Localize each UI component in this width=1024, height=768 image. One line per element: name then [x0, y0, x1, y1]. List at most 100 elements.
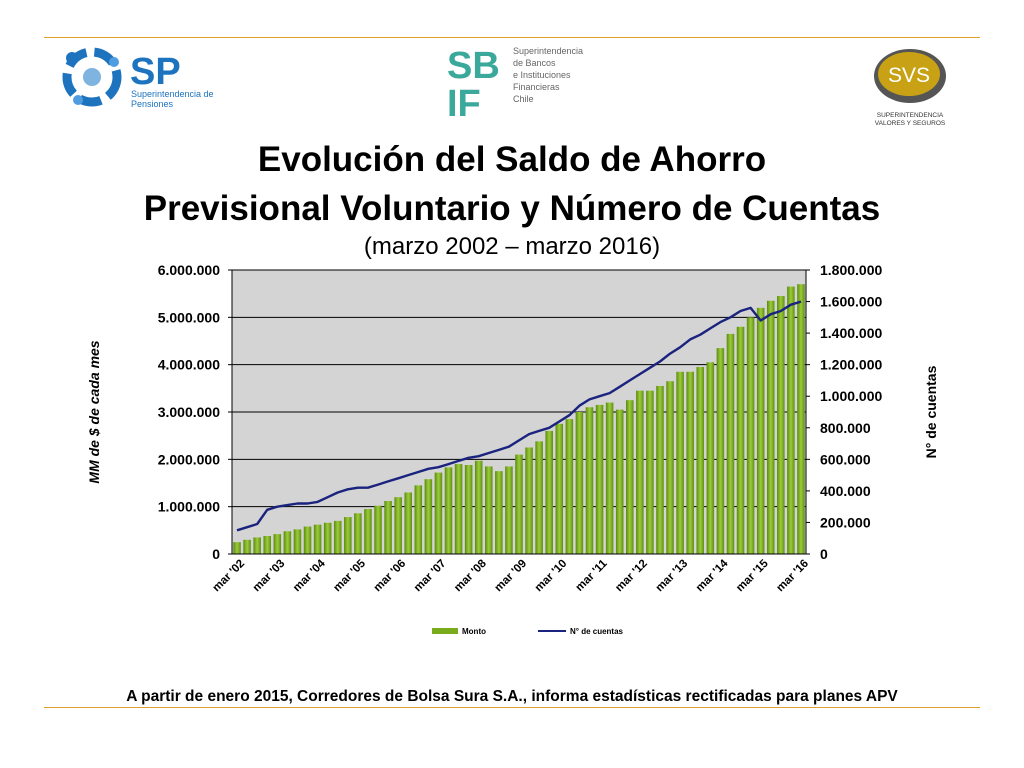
bar-monto [777, 296, 785, 554]
bar-monto [766, 300, 775, 554]
bar-monto [434, 472, 443, 554]
bar-monto [323, 522, 332, 554]
bar-monto [555, 423, 564, 554]
bar-monto [454, 464, 463, 554]
y-tick-label: 3.000.000 [158, 404, 220, 420]
bar-monto [676, 371, 684, 554]
x-tick-label: mar '10 [533, 558, 570, 595]
bar-monto [293, 529, 302, 554]
y-tick-label: 4.000.000 [158, 357, 220, 373]
bar-monto [595, 404, 604, 554]
bar-monto [394, 497, 402, 554]
y-tick-label: 6.000.000 [158, 262, 220, 278]
bar-monto [485, 466, 493, 554]
chart-legend: Monto N° de cuentas [432, 627, 624, 636]
legend-swatch-monto [432, 628, 458, 634]
x-tick-label: mar '07 [412, 558, 449, 595]
page-title-line1: Evolución del Saldo de Ahorro [257, 140, 767, 179]
sbif-logo-initials-bottom: IF [447, 83, 481, 118]
sbif-logo-line: e Instituciones [513, 70, 571, 80]
y-tick-label: 1.000.000 [158, 499, 220, 515]
bar-monto [515, 454, 523, 554]
sbif-logo-initials-top: SB [447, 45, 500, 87]
x-tick-label: mar '09 [492, 558, 529, 595]
y2-tick-label: 1.400.000 [820, 325, 882, 341]
sp-logo: SP Superintendencia de Pensiones [58, 44, 228, 112]
sbif-logo-line: de Bancos [513, 58, 556, 68]
bar-monto [273, 534, 282, 554]
bar-monto [696, 367, 705, 554]
svs-logo-line1: SUPERINTENDENCIA [877, 112, 944, 119]
bar-monto [333, 520, 342, 554]
header-rule [44, 37, 980, 38]
y2-tick-label: 200.000 [820, 514, 871, 530]
bar-monto [787, 286, 795, 554]
bar-monto [656, 385, 664, 554]
y2-tick-label: 1.200.000 [820, 357, 882, 373]
svs-logo-initials: SVS [888, 64, 930, 87]
sp-logo-initials: SP [130, 51, 181, 93]
sp-logo-line2: Pensiones [131, 99, 174, 109]
sp-logo-line1: Superintendencia de [131, 89, 214, 99]
bar-monto [495, 471, 503, 554]
bar-monto [344, 517, 352, 554]
sbif-logo-line: Superintendencia [513, 46, 583, 56]
bar-monto [444, 467, 453, 554]
y-tick-label: 0 [212, 546, 220, 562]
bar-monto [303, 526, 312, 554]
y2-tick-label: 1.800.000 [820, 262, 882, 278]
bar-monto [666, 381, 674, 554]
x-tick-label: mar '15 [734, 557, 771, 594]
x-tick-label: mar '13 [654, 558, 691, 595]
bar-monto [374, 505, 382, 554]
combo-chart: 0 1.000.000 2.000.000 3.000.000 4.000.000 5.0… [86, 262, 939, 636]
bar-monto [615, 409, 624, 554]
footnote: A partir de enero 2015, Corredores de Bo… [126, 688, 898, 705]
sbif-logo: SB IF Superintendencia de Bancos e Insti… [445, 44, 585, 125]
bar-monto [364, 509, 372, 554]
x-tick-label: mar '06 [372, 558, 409, 595]
bar-monto [636, 390, 644, 554]
sp-logo-emblem-icon [62, 47, 122, 107]
y2-tick-label: 0 [820, 546, 828, 562]
x-tick-label: mar '08 [452, 557, 489, 594]
bar-monto [283, 531, 292, 554]
y2-tick-label: 800.000 [820, 420, 871, 436]
bar-monto [686, 371, 694, 554]
y2-tick-label: 1.000.000 [820, 388, 882, 404]
x-tick-label: mar '16 [774, 558, 811, 595]
sbif-logo-line: Chile [513, 94, 534, 104]
bar-monto [474, 460, 483, 554]
bar-monto [384, 500, 392, 554]
y2-tick-label: 400.000 [820, 483, 871, 499]
bar-monto [313, 524, 322, 554]
y-tick-label: 2.000.000 [158, 451, 220, 467]
y2-axis-title: N° de cuentas [923, 365, 939, 458]
bar-monto [525, 447, 533, 554]
bar-monto [736, 326, 745, 554]
bar-monto [354, 513, 362, 554]
bar-monto [424, 479, 433, 554]
bar-monto [646, 390, 654, 554]
bar-monto [605, 402, 614, 554]
y2-tick-label: 1.600.000 [820, 294, 882, 310]
bar-monto [706, 362, 715, 554]
page-subtitle: (marzo 2002 – marzo 2016) [363, 233, 661, 260]
x-tick-label: mar '04 [291, 557, 328, 594]
x-tick-label: mar '11 [573, 557, 610, 594]
bar-monto [756, 307, 765, 554]
svs-logo: SVS SUPERINTENDENCIA VALORES Y SEGUROS [866, 44, 954, 128]
svs-logo-line2: VALORES Y SEGUROS [875, 120, 946, 127]
x-tick-label: mar '03 [251, 558, 288, 595]
bar-monto [404, 492, 413, 554]
bar-monto [464, 465, 473, 554]
bar-monto [746, 317, 755, 554]
legend-label-monto: Monto [462, 627, 486, 636]
bar-monto [243, 539, 251, 554]
y-tick-label: 5.000.000 [158, 309, 220, 325]
sbif-logo-line: Financieras [513, 82, 560, 92]
x-tick-label: mar '02 [211, 558, 248, 595]
bar-monto [585, 407, 594, 554]
legend-label-cuentas: N° de cuentas [570, 627, 624, 636]
bar-monto [545, 430, 553, 554]
